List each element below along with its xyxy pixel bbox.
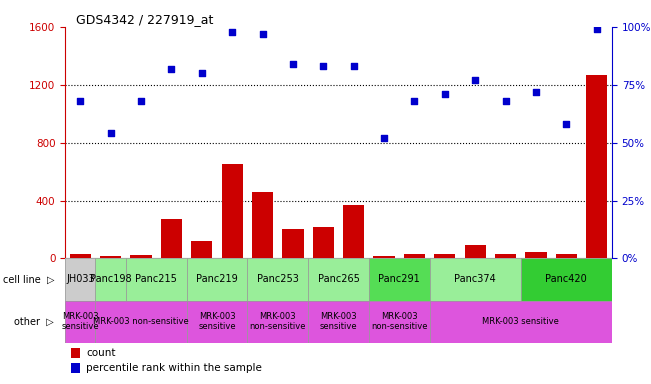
Bar — [495, 254, 516, 258]
Text: MRK-003 sensitive: MRK-003 sensitive — [482, 317, 559, 326]
Point — [439, 91, 450, 97]
Text: Panc253: Panc253 — [257, 275, 299, 285]
Text: MRK-003 non-sensitive: MRK-003 non-sensitive — [93, 317, 189, 326]
Bar — [187, 258, 247, 301]
Bar — [96, 258, 126, 301]
Point — [136, 98, 146, 104]
Point — [348, 63, 359, 70]
Point — [379, 135, 389, 141]
Bar — [430, 301, 612, 343]
Bar — [308, 301, 369, 343]
Point — [561, 121, 572, 127]
Bar — [556, 254, 577, 258]
Bar — [252, 192, 273, 258]
Point — [592, 26, 602, 32]
Bar — [65, 301, 96, 343]
Bar — [312, 227, 334, 258]
Point — [105, 130, 116, 136]
Point — [409, 98, 420, 104]
Text: JH033: JH033 — [66, 275, 94, 285]
Bar — [247, 258, 308, 301]
Bar — [130, 255, 152, 258]
Point — [470, 77, 480, 83]
Bar — [191, 241, 212, 258]
Bar — [525, 252, 547, 258]
Point — [197, 70, 207, 76]
Bar — [283, 230, 303, 258]
Bar — [586, 74, 607, 258]
Text: MRK-003
non-sensitive: MRK-003 non-sensitive — [249, 312, 306, 331]
Text: Panc219: Panc219 — [196, 275, 238, 285]
Bar — [70, 254, 91, 258]
Point — [166, 66, 176, 72]
Text: MRK-003
non-sensitive: MRK-003 non-sensitive — [371, 312, 428, 331]
Bar — [221, 164, 243, 258]
Bar — [100, 255, 121, 258]
Bar — [369, 258, 430, 301]
Bar — [434, 254, 456, 258]
Bar — [96, 301, 187, 343]
Text: Panc420: Panc420 — [546, 275, 587, 285]
Point — [501, 98, 511, 104]
Text: MRK-003
sensitive: MRK-003 sensitive — [198, 312, 236, 331]
Bar — [126, 258, 187, 301]
Bar — [308, 258, 369, 301]
Point — [288, 61, 298, 67]
Text: other  ▷: other ▷ — [14, 316, 54, 326]
Text: Panc374: Panc374 — [454, 275, 496, 285]
Bar — [70, 348, 81, 358]
Bar — [161, 219, 182, 258]
Text: GDS4342 / 227919_at: GDS4342 / 227919_at — [76, 13, 214, 26]
Text: Panc198: Panc198 — [90, 275, 132, 285]
Bar — [404, 254, 425, 258]
Bar — [247, 301, 308, 343]
Bar — [465, 245, 486, 258]
Text: MRK-003
sensitive: MRK-003 sensitive — [61, 312, 99, 331]
Bar — [521, 258, 612, 301]
Text: percentile rank within the sample: percentile rank within the sample — [86, 363, 262, 373]
Bar — [430, 258, 521, 301]
Point — [75, 98, 85, 104]
Point — [318, 63, 329, 70]
Text: count: count — [86, 348, 115, 358]
Text: Panc265: Panc265 — [318, 275, 359, 285]
Bar — [70, 363, 81, 373]
Text: MRK-003
sensitive: MRK-003 sensitive — [320, 312, 357, 331]
Text: cell line  ▷: cell line ▷ — [3, 275, 54, 285]
Bar — [187, 301, 247, 343]
Bar — [374, 255, 395, 258]
Bar — [369, 301, 430, 343]
Bar — [65, 258, 96, 301]
Text: Panc215: Panc215 — [135, 275, 177, 285]
Text: Panc291: Panc291 — [378, 275, 420, 285]
Point — [227, 28, 238, 35]
Point — [257, 31, 268, 37]
Bar — [343, 205, 365, 258]
Point — [531, 89, 541, 95]
